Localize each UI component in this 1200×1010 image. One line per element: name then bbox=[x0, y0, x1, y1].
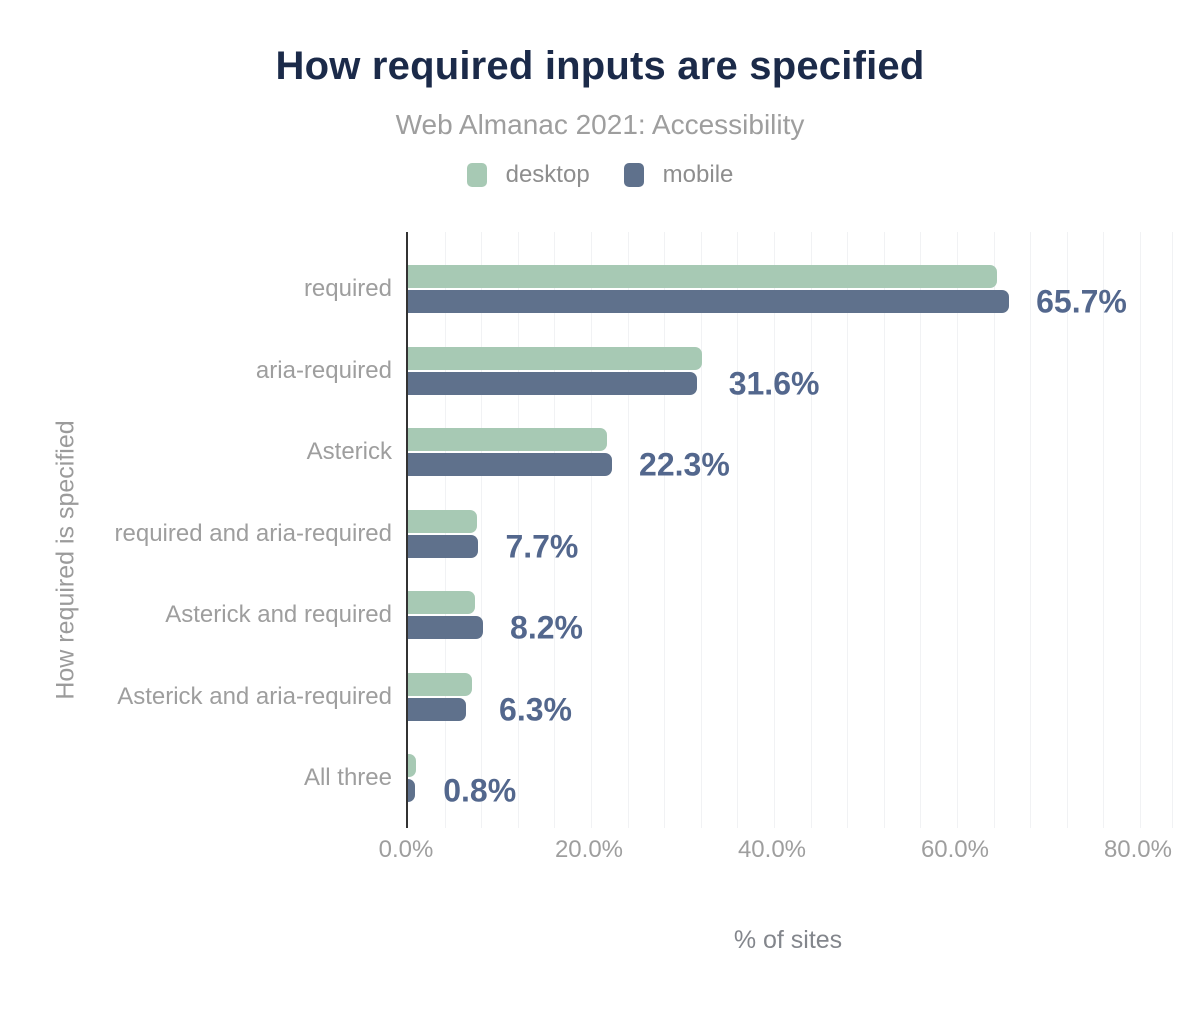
legend-label: mobile bbox=[662, 161, 734, 188]
gridline bbox=[1139, 232, 1141, 828]
gridline bbox=[1030, 232, 1032, 828]
legend-item-desktop[interactable]: desktop bbox=[466, 161, 590, 189]
bar-desktop[interactable] bbox=[408, 672, 473, 696]
bar-desktop[interactable] bbox=[408, 346, 702, 370]
gridline bbox=[1103, 232, 1105, 828]
legend-swatch-mobile bbox=[623, 163, 644, 187]
category-label: aria-required bbox=[255, 356, 392, 384]
value-label: 0.8% bbox=[443, 772, 517, 809]
gridline bbox=[664, 232, 666, 828]
gridline bbox=[1066, 232, 1068, 828]
legend-swatch-desktop bbox=[466, 163, 487, 187]
gridline bbox=[993, 232, 995, 828]
gridline bbox=[737, 232, 739, 828]
value-label: 7.7% bbox=[505, 528, 579, 564]
value-label: 8.2% bbox=[510, 609, 583, 646]
bar-desktop[interactable] bbox=[408, 754, 417, 777]
category-label: Asterick and aria-required bbox=[117, 682, 392, 710]
category-label: Asterick bbox=[306, 438, 392, 465]
category-label: required and aria-required bbox=[114, 519, 393, 547]
gridline bbox=[847, 232, 849, 828]
bar-mobile[interactable] bbox=[408, 290, 1010, 313]
legend-item-mobile[interactable]: mobile bbox=[623, 161, 734, 189]
gridline bbox=[700, 232, 702, 828]
gridline bbox=[1172, 232, 1173, 828]
gridline bbox=[554, 232, 556, 828]
legend-label: desktop bbox=[505, 161, 590, 188]
gridline bbox=[627, 232, 629, 828]
gridline bbox=[481, 232, 483, 828]
gridline bbox=[920, 232, 922, 828]
bar-mobile[interactable] bbox=[408, 616, 484, 639]
category-label: Asterick and required bbox=[165, 601, 392, 628]
legend: desktop mobile bbox=[0, 161, 1200, 189]
gridline bbox=[810, 232, 812, 828]
category-label: All three bbox=[303, 764, 392, 791]
bar-desktop[interactable] bbox=[408, 265, 998, 288]
bar-mobile[interactable] bbox=[408, 779, 416, 802]
bar-mobile[interactable] bbox=[408, 697, 466, 721]
bar-desktop[interactable] bbox=[408, 428, 607, 451]
chart-subtitle: Web Almanac 2021: Accessibility bbox=[395, 109, 805, 140]
value-label: 6.3% bbox=[499, 691, 572, 727]
gridline bbox=[517, 232, 519, 828]
x-tick-label: 0.0% bbox=[378, 836, 434, 863]
value-label: 22.3% bbox=[639, 446, 730, 483]
x-axis-title: % of sites bbox=[733, 926, 843, 954]
bar-mobile[interactable] bbox=[408, 453, 613, 476]
x-tick-label: 20.0% bbox=[554, 836, 624, 863]
bar-desktop[interactable] bbox=[408, 591, 475, 614]
value-label: 31.6% bbox=[728, 365, 820, 401]
plot-area: 65.7% 31.6% 22.3% 7.7% 8.2% 6.3% 0.8% bbox=[406, 232, 1173, 828]
value-label: 65.7% bbox=[1036, 283, 1127, 320]
x-tick-label: 80.0% bbox=[1103, 836, 1172, 863]
category-label: required bbox=[303, 275, 392, 302]
x-tick-label: 60.0% bbox=[920, 836, 989, 863]
chart-title: How required inputs are specified bbox=[275, 44, 925, 88]
gridline bbox=[883, 232, 885, 828]
x-tick-label: 40.0% bbox=[737, 836, 807, 863]
gridline bbox=[590, 232, 592, 828]
bar-mobile[interactable] bbox=[408, 371, 698, 395]
gridline bbox=[956, 232, 958, 828]
bar-mobile[interactable] bbox=[408, 534, 479, 558]
category-axis-labels: required aria-required Asterick required an… bbox=[0, 232, 393, 828]
gridline bbox=[773, 232, 775, 828]
bar-desktop[interactable] bbox=[408, 509, 477, 533]
